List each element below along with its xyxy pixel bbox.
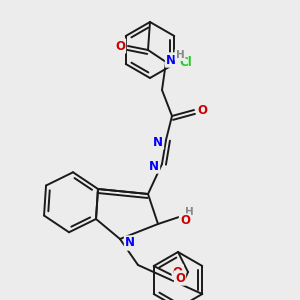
Text: Cl: Cl xyxy=(180,56,193,68)
Text: H: H xyxy=(184,207,194,217)
Text: H: H xyxy=(176,50,184,60)
Text: O: O xyxy=(197,103,207,116)
Text: O: O xyxy=(180,214,190,227)
Text: O: O xyxy=(175,272,185,284)
Text: O: O xyxy=(115,40,125,52)
Text: N: N xyxy=(153,136,163,148)
Text: N: N xyxy=(149,160,159,172)
Text: N: N xyxy=(166,53,176,67)
Text: O: O xyxy=(173,266,183,278)
Text: N: N xyxy=(125,236,135,250)
